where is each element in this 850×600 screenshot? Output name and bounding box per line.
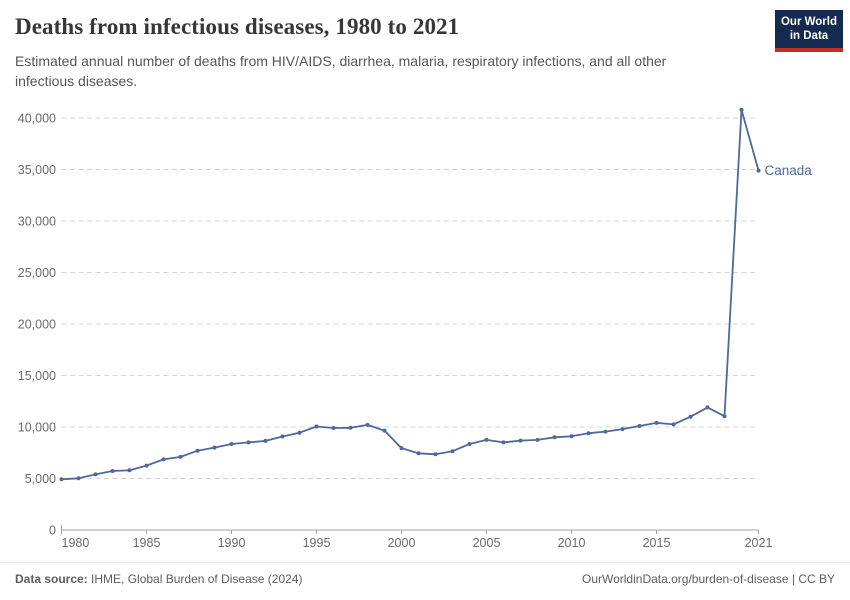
x-tick-label: 2021 <box>745 536 773 550</box>
data-point[interactable] <box>93 472 98 477</box>
data-point[interactable] <box>501 440 506 445</box>
data-point[interactable] <box>705 405 710 410</box>
data-point[interactable] <box>331 426 336 430</box>
data-point[interactable] <box>467 442 472 446</box>
x-tick-label: 2000 <box>388 536 416 550</box>
chart-subtitle: Estimated annual number of deaths from H… <box>15 53 667 89</box>
data-point[interactable] <box>297 430 302 435</box>
data-point[interactable] <box>314 424 319 429</box>
y-tick-label: 15,000 <box>18 369 56 383</box>
y-tick-label: 10,000 <box>18 421 56 435</box>
data-point[interactable] <box>110 469 115 473</box>
data-point[interactable] <box>229 442 234 446</box>
data-point[interactable] <box>620 427 625 432</box>
data-point[interactable] <box>382 428 387 433</box>
data-point[interactable] <box>450 449 455 454</box>
y-tick-label: 5,000 <box>25 472 56 486</box>
x-tick-label: 1995 <box>303 536 331 550</box>
chart-footer: Data source: IHME, Global Burden of Dise… <box>0 562 850 586</box>
data-point[interactable] <box>739 107 744 112</box>
data-point[interactable] <box>348 425 353 430</box>
line-chart: 0 5,000 10,000 15,000 20,000 25,000 30,000 35,0… <box>18 107 813 550</box>
data-point[interactable] <box>518 438 523 443</box>
data-point[interactable] <box>76 476 81 481</box>
data-point[interactable] <box>263 438 268 443</box>
data-point[interactable] <box>671 422 676 427</box>
data-point[interactable] <box>586 431 591 436</box>
data-point[interactable] <box>654 420 659 425</box>
data-point[interactable] <box>399 446 404 451</box>
x-tick-label: 2015 <box>643 536 671 550</box>
credit-link[interactable]: OurWorldinData.org/burden-of-disease | C… <box>581 572 835 586</box>
data-point[interactable] <box>246 440 251 445</box>
data-point[interactable] <box>127 468 132 473</box>
data-point[interactable] <box>535 437 540 442</box>
data-point[interactable] <box>280 434 285 439</box>
y-tick-label: 20,000 <box>18 318 56 332</box>
data-source-value: IHME, Global Burden of Disease (2024) <box>87 572 303 586</box>
data-source-label: Data source: <box>15 572 88 586</box>
y-tick-label: 25,000 <box>18 266 56 280</box>
data-point[interactable] <box>637 424 642 428</box>
data-point[interactable] <box>569 434 574 439</box>
owid-logo-red-bar <box>775 48 843 52</box>
data-point[interactable] <box>212 445 217 450</box>
data-point[interactable] <box>484 437 489 442</box>
data-point[interactable] <box>433 452 438 457</box>
canada-line[interactable] <box>60 108 760 481</box>
x-tick-label: 1990 <box>218 536 246 550</box>
owid-logo-line2: in Data <box>789 29 829 42</box>
data-point[interactable] <box>416 451 421 456</box>
y-tick-label: 0 <box>49 524 56 538</box>
owid-logo[interactable]: Our World in Data <box>775 10 843 52</box>
data-point[interactable] <box>178 454 183 459</box>
data-point[interactable] <box>195 448 200 453</box>
data-point[interactable] <box>722 414 727 419</box>
x-tick-label: 1980 <box>62 536 90 550</box>
data-point[interactable] <box>552 435 557 440</box>
x-tick-label: 2005 <box>473 536 501 550</box>
data-point[interactable] <box>144 463 149 468</box>
chart-title: Deaths from infectious diseases, 1980 to… <box>15 14 460 39</box>
data-source: Data source: IHME, Global Burden of Dise… <box>15 572 302 586</box>
y-tick-label: 40,000 <box>18 112 56 126</box>
data-point[interactable] <box>59 477 64 482</box>
x-tick-label: 1985 <box>133 536 161 550</box>
owid-logo-text: Our World in Data <box>775 10 843 48</box>
data-point[interactable] <box>756 168 761 173</box>
y-tick-label: 30,000 <box>18 215 56 229</box>
owid-logo-line1: Our World <box>780 16 837 28</box>
data-point[interactable] <box>365 422 370 427</box>
x-tick-label: 2010 <box>558 536 586 550</box>
series-label-canada[interactable]: Canada <box>765 163 813 178</box>
y-tick-label: 35,000 <box>18 163 56 177</box>
data-point[interactable] <box>161 457 166 462</box>
data-point[interactable] <box>603 429 608 434</box>
data-point[interactable] <box>688 414 693 419</box>
